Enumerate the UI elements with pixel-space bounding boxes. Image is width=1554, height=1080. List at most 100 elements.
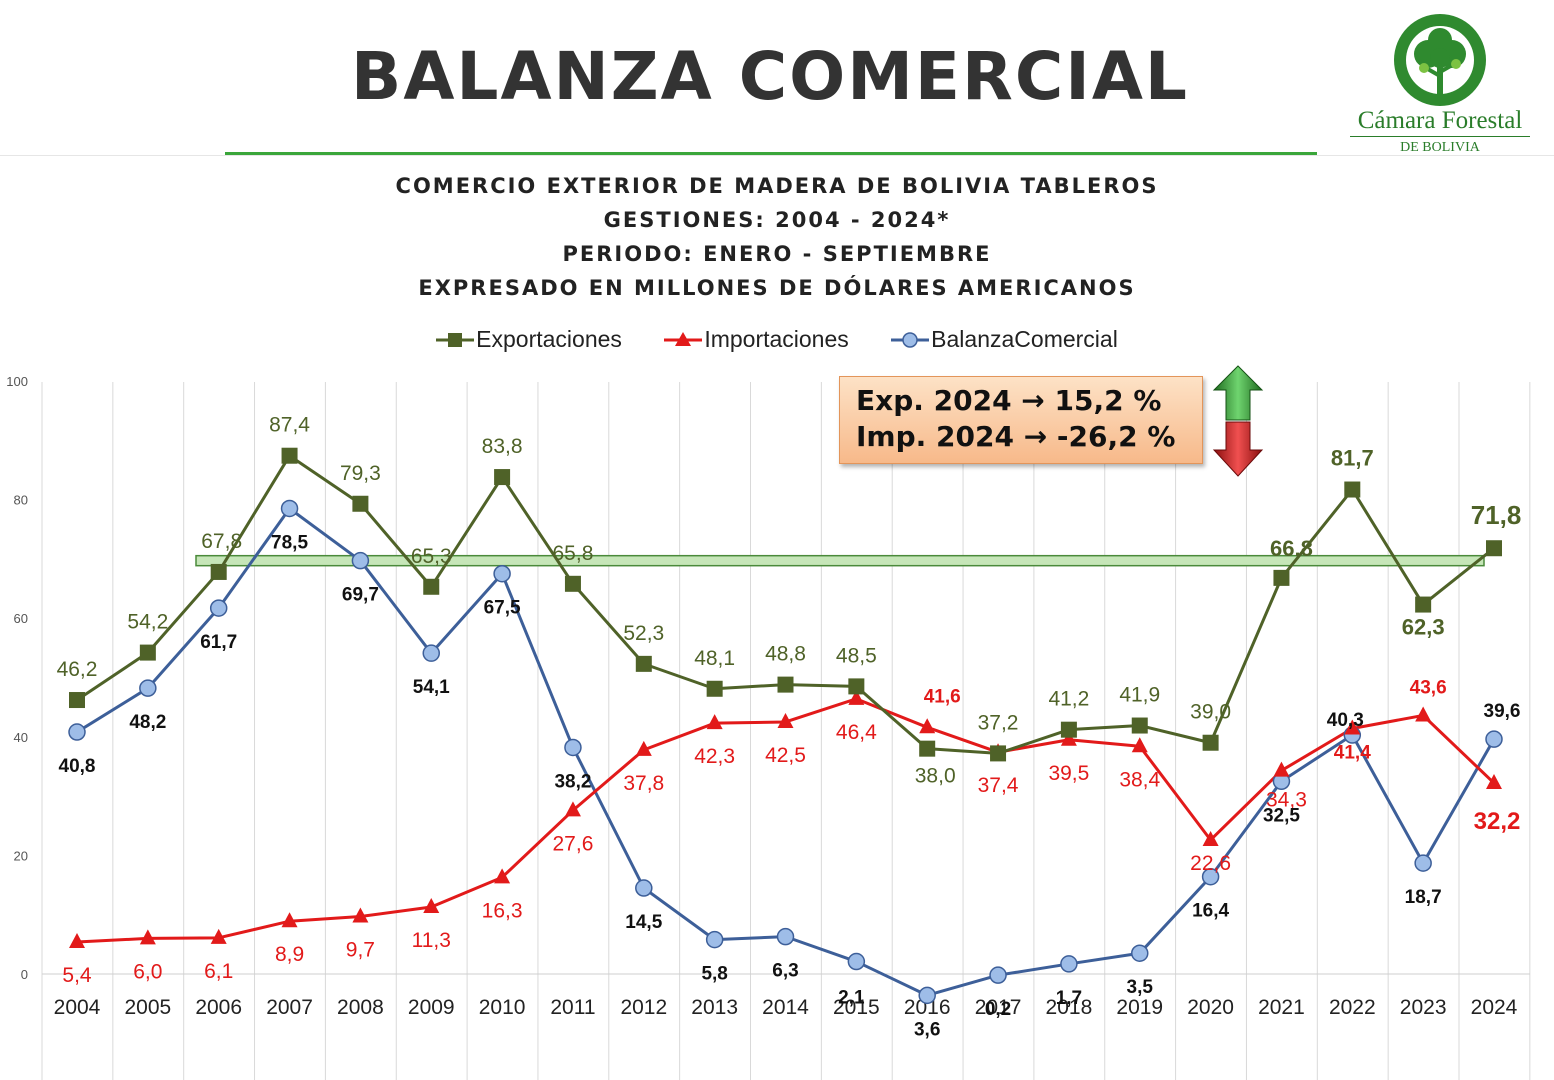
- data-label-importaciones: 37,4: [978, 774, 1019, 797]
- data-label-balanzacomercial: 5,8: [701, 964, 727, 985]
- data-point-importaciones: [1344, 719, 1361, 735]
- data-label-importaciones: 34,3: [1266, 789, 1307, 812]
- x-tick-label: 2024: [1471, 996, 1518, 1019]
- logo-subtitle: DE BOLIVIA: [1400, 140, 1480, 155]
- data-label-importaciones: 42,3: [694, 745, 735, 768]
- x-tick-label: 2017: [975, 996, 1022, 1019]
- line-chart: 0 20 40 60 80 100 2004 2005 2006 2007 2008 2009 201…: [6, 374, 1531, 1080]
- title-underline: [225, 152, 1317, 155]
- data-point-importaciones: [848, 689, 865, 705]
- data-point-balanza: [1485, 730, 1503, 748]
- data-label-exportaciones: 81,7: [1331, 446, 1374, 471]
- slide-title: BALANZA COMERCIAL: [351, 38, 1189, 115]
- x-tick-label: 2018: [1046, 996, 1093, 1019]
- logo-rule: [1350, 136, 1530, 137]
- data-label-exportaciones: 67,8: [201, 530, 242, 553]
- data-point-importaciones: [706, 714, 723, 730]
- data-label-exportaciones: 48,5: [836, 644, 877, 667]
- data-label-importaciones: 9,7: [346, 938, 375, 961]
- x-tick-label: 2012: [620, 996, 667, 1019]
- data-label-exportaciones: 79,3: [340, 462, 381, 485]
- data-point-balanza: [351, 551, 370, 570]
- data-label-balanzacomercial: 18,7: [1405, 887, 1442, 908]
- data-label-balanzacomercial: 69,7: [342, 585, 379, 606]
- data-label-balanzacomercial: 61,7: [200, 632, 237, 653]
- data-label-balanzacomercial: 6,3: [772, 961, 798, 982]
- data-label-exportaciones: 37,2: [978, 711, 1019, 734]
- data-label-exportaciones: 41,9: [1119, 684, 1160, 707]
- x-tick-label: 2010: [479, 996, 526, 1019]
- data-point-balanza: [705, 930, 724, 949]
- data-point-exportaciones: [777, 676, 794, 693]
- data-point-exportaciones: [494, 469, 511, 486]
- tree-icon: [1394, 14, 1486, 106]
- data-label-importaciones: 5,4: [62, 964, 92, 987]
- chart-subtitle-line-3: PERIODO: ENERO - SEPTIEMBRE: [562, 242, 992, 266]
- data-label-importaciones: 32,2: [1474, 808, 1521, 835]
- data-point-balanza: [1060, 955, 1078, 973]
- data-point-balanza: [776, 927, 795, 946]
- data-label-balanzacomercial: 40,8: [59, 756, 96, 777]
- data-point-exportaciones: [1131, 717, 1148, 734]
- data-label-importaciones: 8,9: [275, 943, 304, 966]
- growth-callout-box: Exp. 2024 → 15,2 % Imp. 2024 → -26,2 %: [839, 376, 1203, 464]
- data-point-balanza: [209, 599, 228, 617]
- data-label-balanzacomercial: 3,5: [1127, 977, 1154, 998]
- data-label-exportaciones: 41,2: [1048, 688, 1089, 711]
- data-label-exportaciones: 39,0: [1190, 701, 1231, 724]
- legend-item-importaciones: Importaciones: [664, 326, 849, 353]
- data-label-importaciones: 11,3: [412, 929, 451, 952]
- x-tick-label: 2022: [1329, 996, 1376, 1019]
- up-down-arrows-icon: [1212, 365, 1264, 477]
- data-point-importaciones: [210, 928, 227, 944]
- data-label-exportaciones: 83,8: [482, 435, 523, 458]
- data-label-exportaciones: 65,8: [553, 542, 594, 565]
- data-point-balanza: [68, 723, 86, 741]
- data-label-importaciones: 22,6: [1190, 852, 1231, 875]
- legend-item-balanza: BalanzaComercial: [891, 326, 1118, 353]
- data-point-exportaciones: [69, 692, 85, 709]
- data-label-balanzacomercial: 32,5: [1263, 805, 1300, 826]
- data-point-exportaciones: [706, 680, 723, 697]
- data-point-exportaciones: [1415, 596, 1432, 613]
- data-point-importaciones: [1202, 830, 1219, 846]
- data-label-balanzacomercial: 16,4: [1192, 901, 1229, 922]
- data-point-exportaciones: [139, 644, 156, 661]
- data-label-balanzacomercial: 40,3: [1327, 710, 1364, 731]
- x-tick-label: 2005: [124, 996, 171, 1019]
- y-tick-label: 60: [14, 611, 28, 626]
- data-label-importaciones: 6,0: [133, 960, 162, 983]
- legend-circle-marker-icon: [891, 331, 930, 348]
- reference-band: [195, 554, 1485, 567]
- chart-subtitle-line-2: GESTIONES: 2004 - 2024*: [603, 208, 951, 232]
- data-labels: 46,2 54,2 67,8 87,4 79,3 65,3 83,8 65,8 52,3 48,1…: [57, 414, 1522, 1041]
- x-tick-label: 2006: [195, 996, 242, 1019]
- data-point-importaciones: [1131, 737, 1148, 753]
- chart-subtitle-line-4: EXPRESADO EN MILLONES DE DÓLARES AMERICA…: [418, 276, 1136, 300]
- data-label-importaciones: 41,4: [1334, 742, 1371, 763]
- data-point-importaciones: [1273, 761, 1290, 777]
- logo-name: Cámara Forestal: [1357, 107, 1523, 134]
- header-rule: [0, 155, 1554, 156]
- data-point-importaciones: [69, 932, 85, 948]
- data-point-importaciones: [1486, 774, 1502, 790]
- data-point-exportaciones: [564, 575, 581, 592]
- data-label-exportaciones: 87,4: [269, 414, 310, 437]
- data-label-importaciones: 43,6: [1410, 677, 1447, 698]
- data-point-exportaciones: [210, 563, 227, 580]
- data-point-exportaciones: [990, 745, 1007, 762]
- legend-item-exportaciones: Exportaciones: [436, 326, 622, 353]
- data-point-balanza: [635, 879, 653, 897]
- x-axis: 2004 2005 2006 2007 2008 2009 2010 2011 2012 2013…: [54, 996, 1518, 1019]
- data-point-exportaciones: [919, 740, 936, 757]
- data-point-exportaciones: [635, 655, 652, 672]
- data-point-balanza: [1414, 854, 1432, 872]
- data-label-balanzacomercial: 48,2: [129, 712, 166, 733]
- data-label-balanzacomercial: 39,6: [1484, 701, 1521, 722]
- data-label-exportaciones: 66,8: [1270, 536, 1313, 561]
- x-tick-label: 2014: [762, 996, 809, 1019]
- chart-grid: [41, 382, 1531, 1080]
- legend-label-exportaciones: Exportaciones: [476, 326, 622, 352]
- data-label-balanzacomercial: 67,5: [484, 598, 521, 619]
- x-tick-label: 2009: [408, 996, 455, 1019]
